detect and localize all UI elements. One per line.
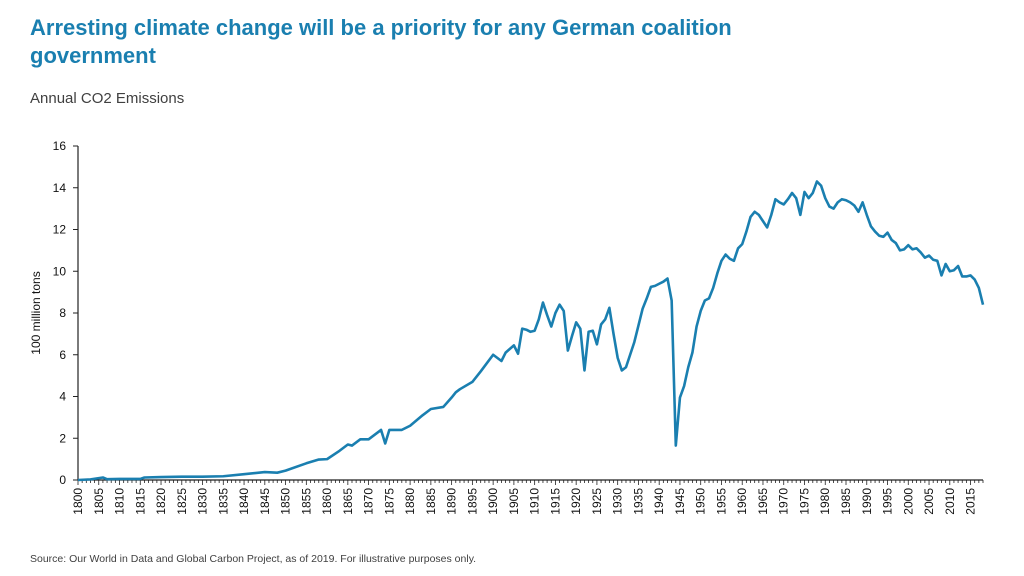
x-tick-label: 1845 <box>258 488 272 515</box>
x-tick-label: 1865 <box>341 488 355 515</box>
y-tick-label: 12 <box>53 223 67 237</box>
x-tick-label: 2010 <box>943 488 957 515</box>
x-tick-label: 1990 <box>860 488 874 515</box>
x-tick-label: 2000 <box>901 488 915 515</box>
x-tick-label: 1830 <box>196 488 210 515</box>
x-tick-label: 1820 <box>154 488 168 515</box>
y-tick-label: 16 <box>53 139 67 153</box>
x-tick-label: 1955 <box>714 488 728 515</box>
x-tick-label: 1930 <box>611 488 625 515</box>
x-tick-label: 1960 <box>735 488 749 515</box>
x-tick-label: 1970 <box>777 488 791 515</box>
x-tick-label: 1900 <box>486 488 500 515</box>
x-tick-label: 1965 <box>756 488 770 515</box>
x-tick-label: 1920 <box>569 488 583 515</box>
x-axis-ticks: 1800 1805 1810 1815 1820 1825 1830 1835 1840 1845… <box>71 480 984 515</box>
x-tick-label: 1905 <box>507 488 521 515</box>
x-tick-label: 2005 <box>922 488 936 515</box>
chart-title: Arresting climate change will be a prior… <box>30 15 732 68</box>
y-axis-ticks: 0 2 4 6 8 10 12 14 16 <box>53 139 78 487</box>
x-tick-label: 1895 <box>465 488 479 515</box>
y-tick-label: 10 <box>53 264 67 278</box>
x-tick-label: 1980 <box>818 488 832 515</box>
x-tick-label: 1805 <box>92 488 106 515</box>
y-tick-label: 6 <box>59 348 66 362</box>
chart-subtitle: Annual CO2 Emissions <box>30 90 185 107</box>
x-tick-label: 1855 <box>299 488 313 515</box>
x-tick-label: 1840 <box>237 488 251 515</box>
y-axis-title: 100 million tons <box>29 271 43 354</box>
x-tick-label: 1950 <box>694 488 708 515</box>
x-tick-label: 1915 <box>548 488 562 515</box>
y-tick-label: 4 <box>59 390 66 404</box>
x-tick-label: 1945 <box>673 488 687 515</box>
x-tick-label: 1975 <box>797 488 811 515</box>
x-tick-label: 1800 <box>71 488 85 515</box>
x-tick-label: 1925 <box>590 488 604 515</box>
x-tick-label: 1995 <box>881 488 895 515</box>
x-tick-label: 1810 <box>113 488 127 515</box>
x-tick-label: 1885 <box>424 488 438 515</box>
x-tick-label: 1825 <box>175 488 189 515</box>
y-tick-label: 0 <box>59 473 66 487</box>
x-tick-label: 1860 <box>320 488 334 515</box>
x-tick-label: 1910 <box>528 488 542 515</box>
x-tick-label: 1985 <box>839 488 853 515</box>
x-tick-label: 1875 <box>382 488 396 515</box>
y-tick-label: 14 <box>53 181 67 195</box>
x-tick-label: 1850 <box>279 488 293 515</box>
x-tick-label: 1880 <box>403 488 417 515</box>
y-tick-label: 2 <box>59 431 66 445</box>
x-tick-label: 1935 <box>631 488 645 515</box>
y-tick-label: 8 <box>59 306 66 320</box>
source-note: Source: Our World in Data and Global Car… <box>30 553 477 565</box>
x-tick-label: 2015 <box>964 488 978 515</box>
emissions-series-line <box>77 180 985 482</box>
x-tick-label: 1815 <box>133 488 147 515</box>
x-tick-label: 1890 <box>445 488 459 515</box>
x-tick-label: 1940 <box>652 488 666 515</box>
x-tick-label: 1835 <box>216 488 230 515</box>
x-tick-label: 1870 <box>362 488 376 515</box>
